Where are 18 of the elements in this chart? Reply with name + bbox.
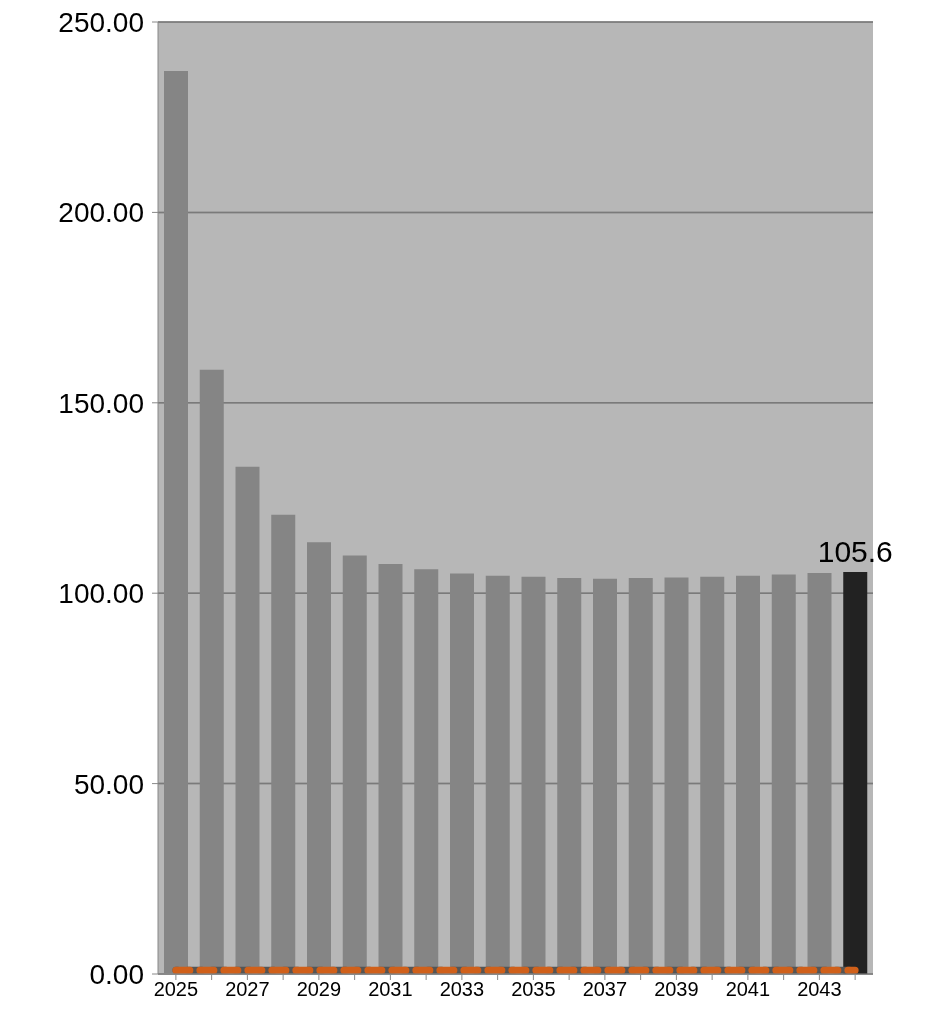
y-tick-label: 0.00 — [89, 958, 144, 990]
bar — [843, 571, 868, 974]
y-tick-label: 100.00 — [58, 578, 144, 610]
x-tick-label: 2035 — [511, 978, 556, 1001]
y-tick-label: 150.00 — [58, 387, 144, 419]
y-tick-label: 50.00 — [73, 768, 144, 800]
x-tick-label: 2037 — [582, 978, 628, 1001]
x-tick-label: 2031 — [368, 978, 413, 1001]
x-tick-label: 2043 — [797, 978, 842, 1001]
data-label: 105.6 — [817, 534, 893, 568]
x-tick-label: 2029 — [296, 978, 342, 1001]
x-tick-label: 2027 — [225, 978, 270, 1001]
x-tick-label: 2033 — [439, 978, 485, 1001]
y-tick-label: 200.00 — [58, 197, 144, 229]
x-tick-label: 2025 — [153, 978, 199, 1001]
x-tick-label: 2039 — [654, 978, 699, 1001]
x-tick-label: 2041 — [725, 978, 771, 1001]
y-tick-label: 250.00 — [58, 6, 144, 38]
